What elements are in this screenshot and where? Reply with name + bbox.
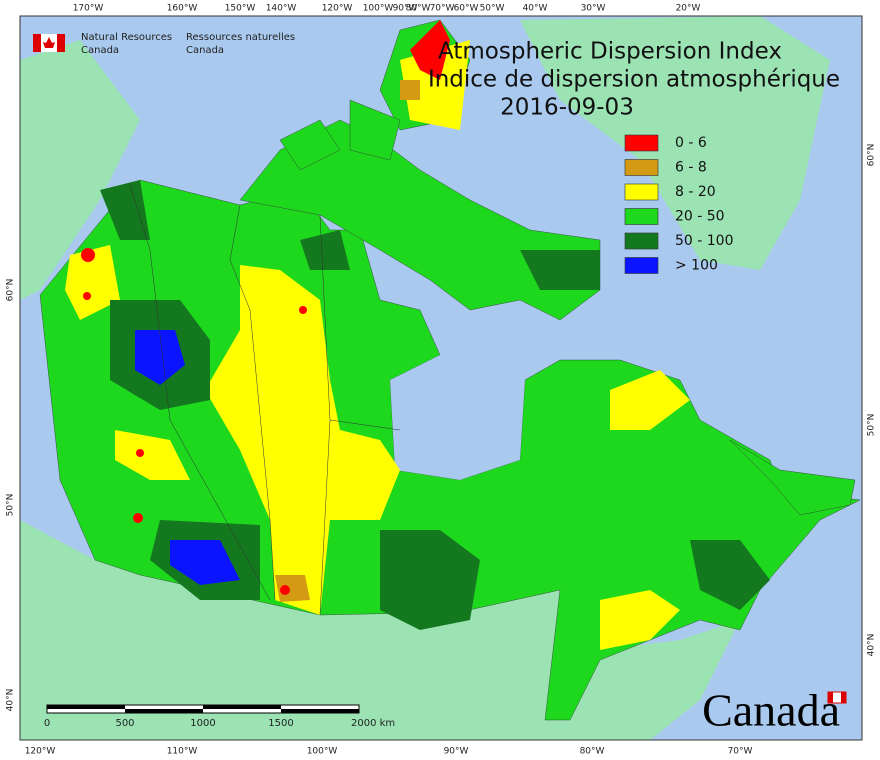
index-zone (205, 265, 400, 615)
flag-bar (57, 34, 65, 52)
scale-segment (47, 705, 125, 709)
index-zone (65, 245, 120, 320)
date: 2016-09-03 (500, 95, 634, 121)
latitude-label: 50°N (867, 414, 877, 437)
longitude-label: 120°W (25, 747, 56, 757)
longitude-label: 100°W (307, 747, 338, 757)
usa (20, 520, 600, 740)
longitude-label: 40°W (523, 4, 548, 14)
hudson-bay (390, 345, 525, 480)
longitude-label: 90°W (444, 747, 469, 757)
index-zone (520, 250, 600, 290)
longitude-label: 170°W (73, 4, 104, 14)
longitude-label: 160°W (167, 4, 198, 14)
scale-label: 500 (115, 718, 134, 729)
scale-segment (281, 709, 359, 713)
hotspot (136, 449, 144, 457)
alaska (20, 40, 140, 300)
hotspot (133, 513, 143, 523)
legend-swatch (624, 232, 659, 250)
legend-label: 6 - 8 (675, 160, 707, 176)
index-zone (380, 530, 480, 630)
index-zone (410, 20, 450, 80)
wordmark: Canada (702, 685, 840, 736)
legend-swatch (624, 183, 659, 201)
longitude-label: 60°W (454, 4, 479, 14)
longitude-label: 140°W (266, 4, 297, 14)
longitude-label: 30°W (581, 4, 606, 14)
index-zone (279, 119, 341, 171)
agency-fr: Canada (186, 45, 224, 56)
greenland (520, 16, 830, 270)
legend-swatch (624, 134, 659, 152)
agency-en: Canada (81, 45, 119, 56)
legend-swatch (624, 159, 659, 176)
boundary (229, 204, 276, 601)
flag-bar (33, 34, 41, 52)
legend-label: > 100 (675, 258, 718, 274)
index-zone (400, 80, 420, 100)
scale-label: 2000 km (351, 718, 395, 729)
index-zone (170, 540, 240, 585)
agency-fr: Ressources naturelles (186, 32, 295, 43)
hotspot (83, 292, 91, 300)
hotspot (280, 585, 290, 595)
boundary (129, 184, 271, 601)
index-zone (135, 330, 185, 385)
legend-label: 50 - 100 (675, 233, 734, 249)
index-zone (275, 575, 310, 602)
hotspot (81, 248, 95, 262)
index-zone (610, 370, 690, 430)
legend-swatch (624, 257, 659, 274)
maple-leaf (43, 37, 55, 48)
scale-segment (125, 709, 203, 713)
scale-label: 0 (44, 718, 50, 729)
longitude-label: 50°W (480, 4, 505, 14)
longitude-label: 70°W (430, 4, 455, 14)
longitude-label: 150°W (225, 4, 256, 14)
latitude-label: 60°N (867, 144, 877, 167)
longitude-label: 70°W (728, 747, 753, 757)
longitude-label: 110°W (167, 747, 198, 757)
legend-label: 8 - 20 (675, 184, 716, 200)
legend-swatch (624, 208, 659, 225)
index-zone (100, 180, 150, 240)
longitude-label: 90°W (393, 4, 418, 14)
title: Atmospheric Dispersion Index (438, 39, 782, 65)
boundary (329, 419, 401, 431)
legend-label: 20 - 50 (675, 209, 725, 225)
longitude-label: 80°W (406, 4, 431, 14)
latitude-label: 40°N (867, 634, 877, 657)
index-zone (300, 230, 350, 270)
scale-segment (203, 705, 281, 709)
scale-label: 1000 (190, 718, 215, 729)
index-zone (729, 439, 856, 516)
latitude-label: 50°N (6, 494, 16, 517)
index-zone (349, 99, 401, 161)
longitude-label: 100°W (363, 4, 394, 14)
index-zone (690, 540, 770, 610)
agency-en: Natural Resources (81, 32, 172, 43)
index-zone (115, 430, 190, 480)
index-zone (600, 590, 680, 650)
canada (39, 19, 861, 721)
flag-bar (828, 692, 833, 703)
latitude-label: 60°N (6, 279, 16, 302)
scale-label: 1500 (268, 718, 293, 729)
longitude-label: 20°W (676, 4, 701, 14)
map-border (19, 15, 863, 741)
legend-label: 0 - 6 (675, 135, 707, 151)
title: Indice de dispersion atmosphérique (428, 67, 840, 93)
longitude-label: 80°W (580, 747, 605, 757)
hotspot (299, 306, 307, 314)
flag-bar (841, 692, 846, 703)
longitude-label: 120°W (322, 4, 353, 14)
latitude-label: 40°N (6, 689, 16, 712)
